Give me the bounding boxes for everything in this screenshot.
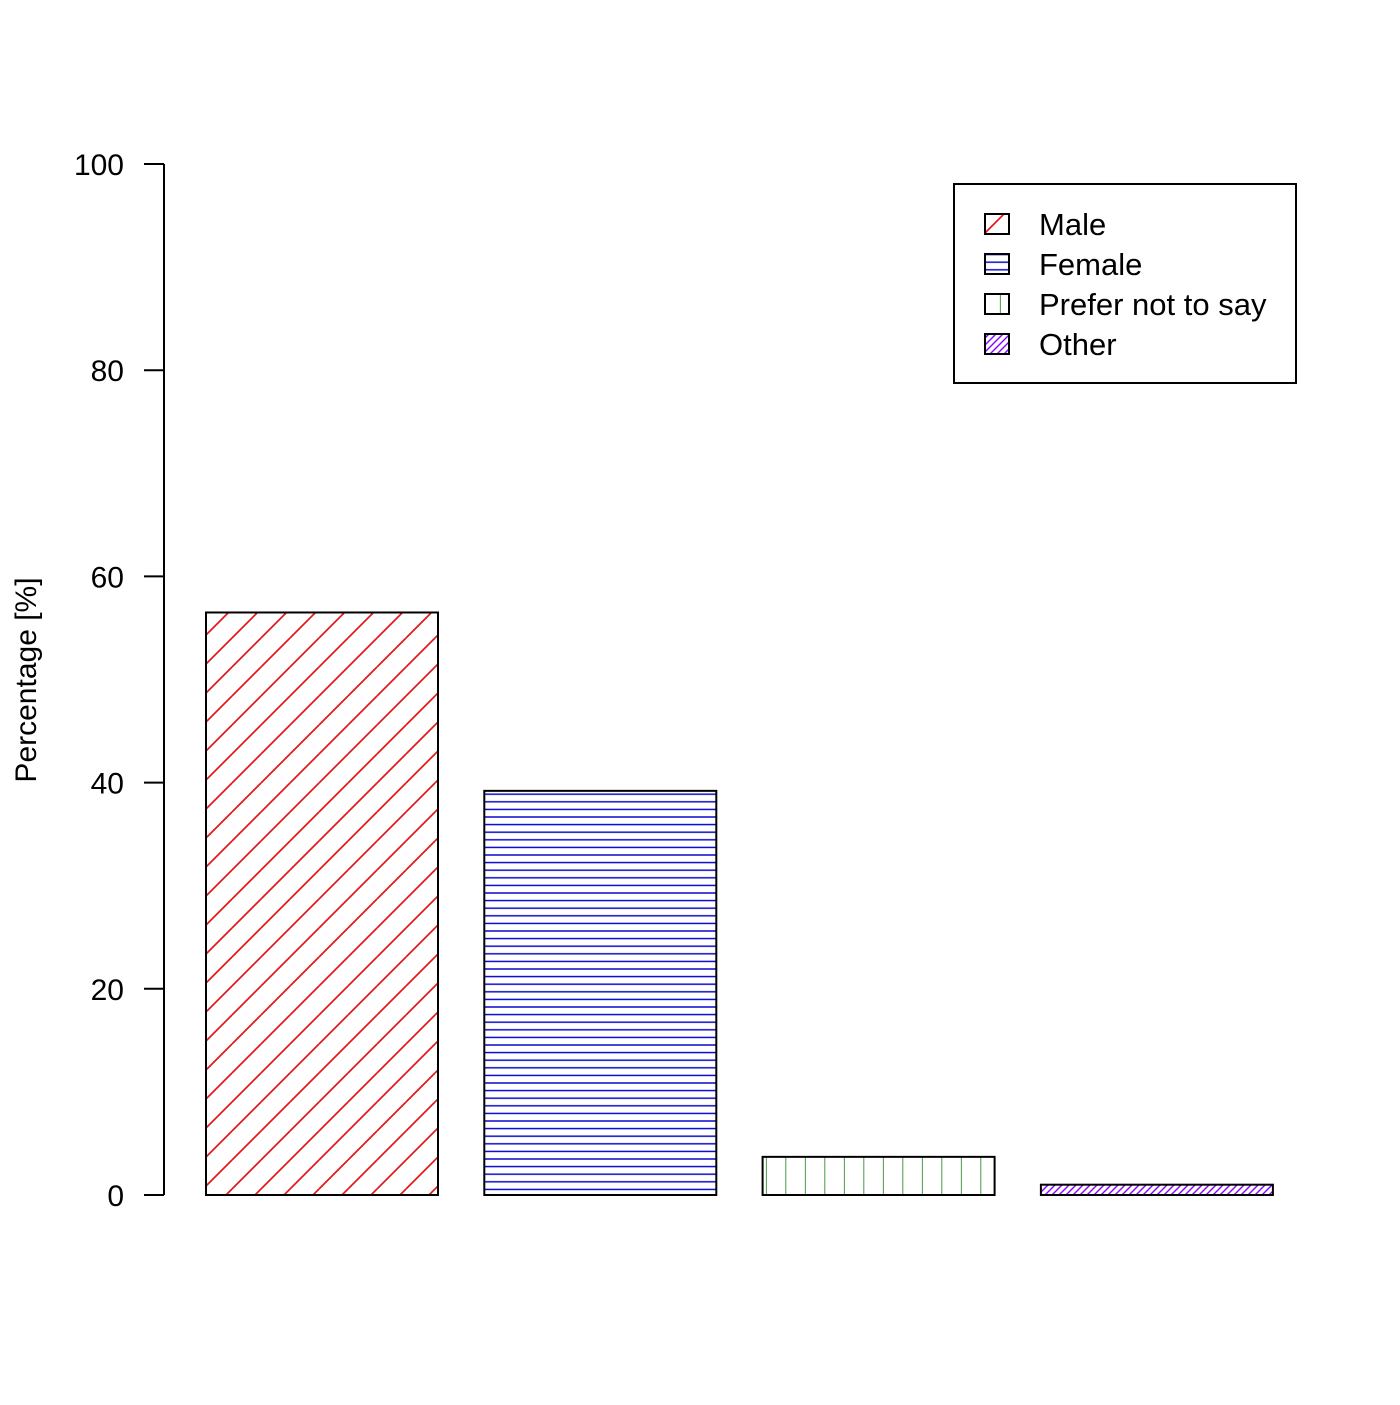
y-tick-label: 0 xyxy=(107,1180,124,1213)
legend-label: Prefer not to say xyxy=(1039,287,1267,322)
legend-item: Prefer not to say xyxy=(984,287,1267,322)
y-tick-label: 80 xyxy=(91,355,124,388)
bar-male xyxy=(205,611,439,1196)
legend-item: Other xyxy=(984,327,1117,362)
y-axis-label: Percentage [%] xyxy=(10,577,43,782)
bar-other xyxy=(1039,1183,1274,1196)
legend-item: Female xyxy=(984,247,1142,282)
legend-swatch xyxy=(985,254,1009,274)
legend-swatch xyxy=(985,334,1009,354)
y-tick-label: 20 xyxy=(91,974,124,1007)
bar-prefer-not-to-say xyxy=(761,1155,996,1197)
legend-label: Female xyxy=(1039,247,1142,282)
bar-female xyxy=(483,789,718,1197)
y-axis: 0 20 40 60 80 100 xyxy=(74,149,165,1213)
y-tick-label: 100 xyxy=(74,149,124,182)
bars xyxy=(205,611,1274,1197)
legend-label: Male xyxy=(1039,207,1106,242)
legend-swatch xyxy=(985,214,1009,234)
legend: Male Female Prefer not to say Other xyxy=(953,183,1297,384)
legend-box xyxy=(953,183,1297,384)
y-tick-label: 40 xyxy=(91,768,124,801)
legend-label: Other xyxy=(1039,327,1117,362)
legend-item: Male xyxy=(984,207,1106,242)
legend-swatch xyxy=(985,294,1009,314)
y-tick-label: 60 xyxy=(91,561,124,594)
